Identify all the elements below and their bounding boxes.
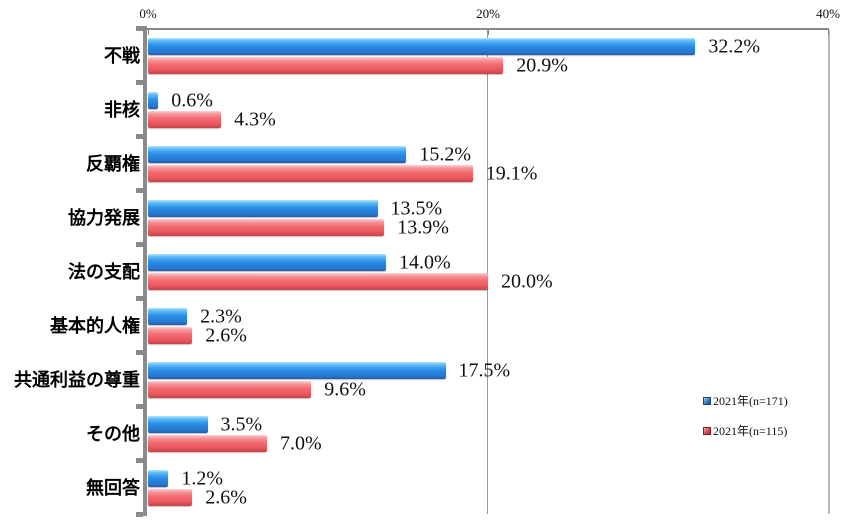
- x-axis-tick: [488, 28, 489, 35]
- value-label-series-0: 13.5%: [390, 197, 443, 219]
- value-label-series-0: 0.6%: [171, 89, 213, 111]
- value-label-series-0: 32.2%: [708, 35, 761, 57]
- category-label: その他: [86, 424, 140, 444]
- y-axis-tick: [136, 134, 143, 139]
- legend-label: 2021年(n=115): [713, 424, 788, 438]
- bar-series-0-無回答: [148, 470, 169, 487]
- value-label-series-0: 2.3%: [200, 305, 242, 327]
- category-label: 不戦: [104, 46, 140, 66]
- y-axis-tick: [136, 80, 143, 85]
- bar-series-0-基本的人権: [148, 308, 188, 325]
- x-axis-tick-label: 40%: [816, 6, 840, 21]
- legend-label: 2021年(n=171): [713, 394, 788, 408]
- value-label-series-1: 7.0%: [280, 432, 322, 454]
- value-label-series-0: 3.5%: [220, 413, 263, 435]
- bar-series-0-共通利益の尊重: [148, 362, 446, 379]
- x-axis-tick: [148, 28, 149, 35]
- legend-entry: 2021年(n=115): [703, 422, 787, 439]
- bar-series-0-法の支配: [148, 254, 386, 271]
- x-axis-tick-label: 20%: [476, 6, 500, 21]
- bar-series-1-基本的人権: [148, 327, 193, 344]
- bar-series-0-不戦: [148, 38, 696, 55]
- y-axis-line: [143, 26, 147, 516]
- y-axis-tick: [136, 188, 143, 193]
- value-label-series-1: 20.9%: [516, 54, 568, 76]
- value-label-series-0: 15.2%: [419, 143, 472, 165]
- plot-area: [148, 30, 830, 514]
- value-label-series-1: 9.6%: [324, 378, 366, 400]
- value-label-series-0: 17.5%: [458, 359, 511, 381]
- bar-series-1-無回答: [148, 489, 193, 506]
- category-label: 基本的人権: [50, 316, 140, 336]
- legend-entry: 2021年(n=171): [703, 392, 788, 409]
- bar-series-1-反覇権: [148, 165, 473, 182]
- bar-series-1-共通利益の尊重: [148, 381, 312, 398]
- y-axis-tick: [136, 350, 143, 355]
- y-axis-tick: [136, 296, 143, 301]
- bar-series-0-反覇権: [148, 146, 407, 163]
- category-label: 法の支配: [68, 262, 140, 282]
- bar-series-1-その他: [148, 435, 267, 452]
- y-axis-tick: [136, 242, 143, 247]
- bar-series-0-その他: [148, 416, 208, 433]
- y-axis-tick: [136, 458, 143, 463]
- legend-swatch-icon: [703, 396, 711, 405]
- value-label-series-0: 1.2%: [181, 467, 224, 489]
- value-label-series-1: 4.3%: [234, 108, 276, 130]
- bar-series-0-非核: [148, 92, 159, 109]
- category-label: 無回答: [86, 478, 140, 498]
- y-axis-tick: [136, 26, 143, 31]
- bar-series-1-不戦: [148, 57, 504, 74]
- gridline-20-percent: [487, 30, 488, 514]
- x-axis-tick-label: 0%: [139, 6, 157, 21]
- bar-series-1-非核: [148, 111, 222, 128]
- legend-swatch-icon: [703, 426, 711, 435]
- x-axis-line: [143, 28, 829, 30]
- value-label-series-1: 19.1%: [485, 162, 538, 184]
- y-axis-tick: [136, 404, 143, 409]
- category-label: 反覇権: [86, 154, 140, 174]
- bar-series-1-協力発展: [148, 219, 385, 236]
- value-label-series-0: 14.0%: [399, 251, 451, 273]
- value-label-series-1: 20.0%: [501, 270, 553, 292]
- category-label: 非核: [104, 100, 140, 120]
- bar-series-0-協力発展: [148, 200, 378, 217]
- category-label: 協力発展: [68, 208, 140, 228]
- value-label-series-1: 2.6%: [205, 324, 247, 346]
- value-label-series-1: 2.6%: [205, 486, 247, 508]
- value-label-series-1: 13.9%: [397, 216, 449, 238]
- x-axis-tick: [828, 28, 829, 35]
- bar-series-1-法の支配: [148, 273, 488, 290]
- y-axis-tick: [136, 512, 143, 517]
- category-label: 共通利益の尊重: [14, 370, 140, 390]
